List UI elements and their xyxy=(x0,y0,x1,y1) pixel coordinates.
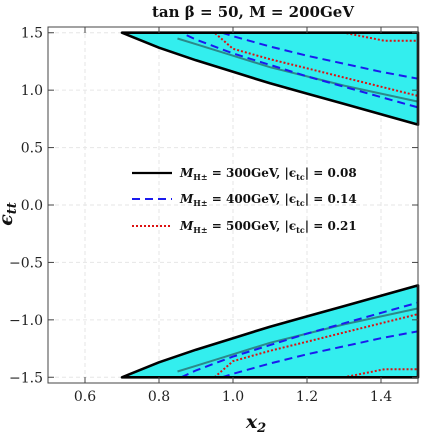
x-tick-label: 0.6 xyxy=(74,389,96,405)
y-tick-label: 0.0 xyxy=(21,198,43,214)
y-tick-label: 0.5 xyxy=(21,141,43,157)
ticks-layer: 0.6 0.8 1.0 1.2 1.4 1.5 1.0 0.5 0.0 −0.5 −1.0 −1.5 xyxy=(9,26,418,405)
legend-label: MH± = 300GeV, |ϵtc| = 0.08 xyxy=(179,166,357,182)
legend-label: MH± = 400GeV, |ϵtc| = 0.14 xyxy=(179,192,357,208)
chart-title: tan β = 50, M = 200GeV xyxy=(152,3,354,21)
band-300-lower-center-line xyxy=(177,307,419,373)
band-300-upper-center-line xyxy=(177,37,419,103)
legend-label: MH± = 500GeV, |ϵtc| = 0.21 xyxy=(179,219,357,235)
band-500-lower-outline xyxy=(211,312,419,379)
y-tick-label: 1.0 xyxy=(21,83,43,99)
band-300-upper-fill xyxy=(122,32,418,125)
x-tick-label: 1.2 xyxy=(296,389,318,405)
y-tick-label: −0.5 xyxy=(9,255,43,271)
x-tick-label: 0.8 xyxy=(148,389,170,405)
legend: MH± = 300GeV, |ϵtc| = 0.08 MH± = 400GeV, … xyxy=(132,166,357,235)
band-400-lower-inner-line xyxy=(221,330,419,379)
y-tick-label: −1.5 xyxy=(9,370,43,386)
y-tick-label: 1.5 xyxy=(21,26,43,42)
regions-layer xyxy=(120,31,420,379)
band-400-upper-inner-line xyxy=(221,31,419,80)
band-500-upper-outline xyxy=(211,31,419,98)
y-axis-label: ϵtt xyxy=(0,202,20,226)
y-tick-label: −1.0 xyxy=(9,313,43,329)
x-tick-label: 1.0 xyxy=(222,389,244,405)
x-axis-label: x2 xyxy=(245,411,266,436)
x-tick-label: 1.4 xyxy=(370,389,392,405)
band-300-lower-fill xyxy=(122,285,418,378)
